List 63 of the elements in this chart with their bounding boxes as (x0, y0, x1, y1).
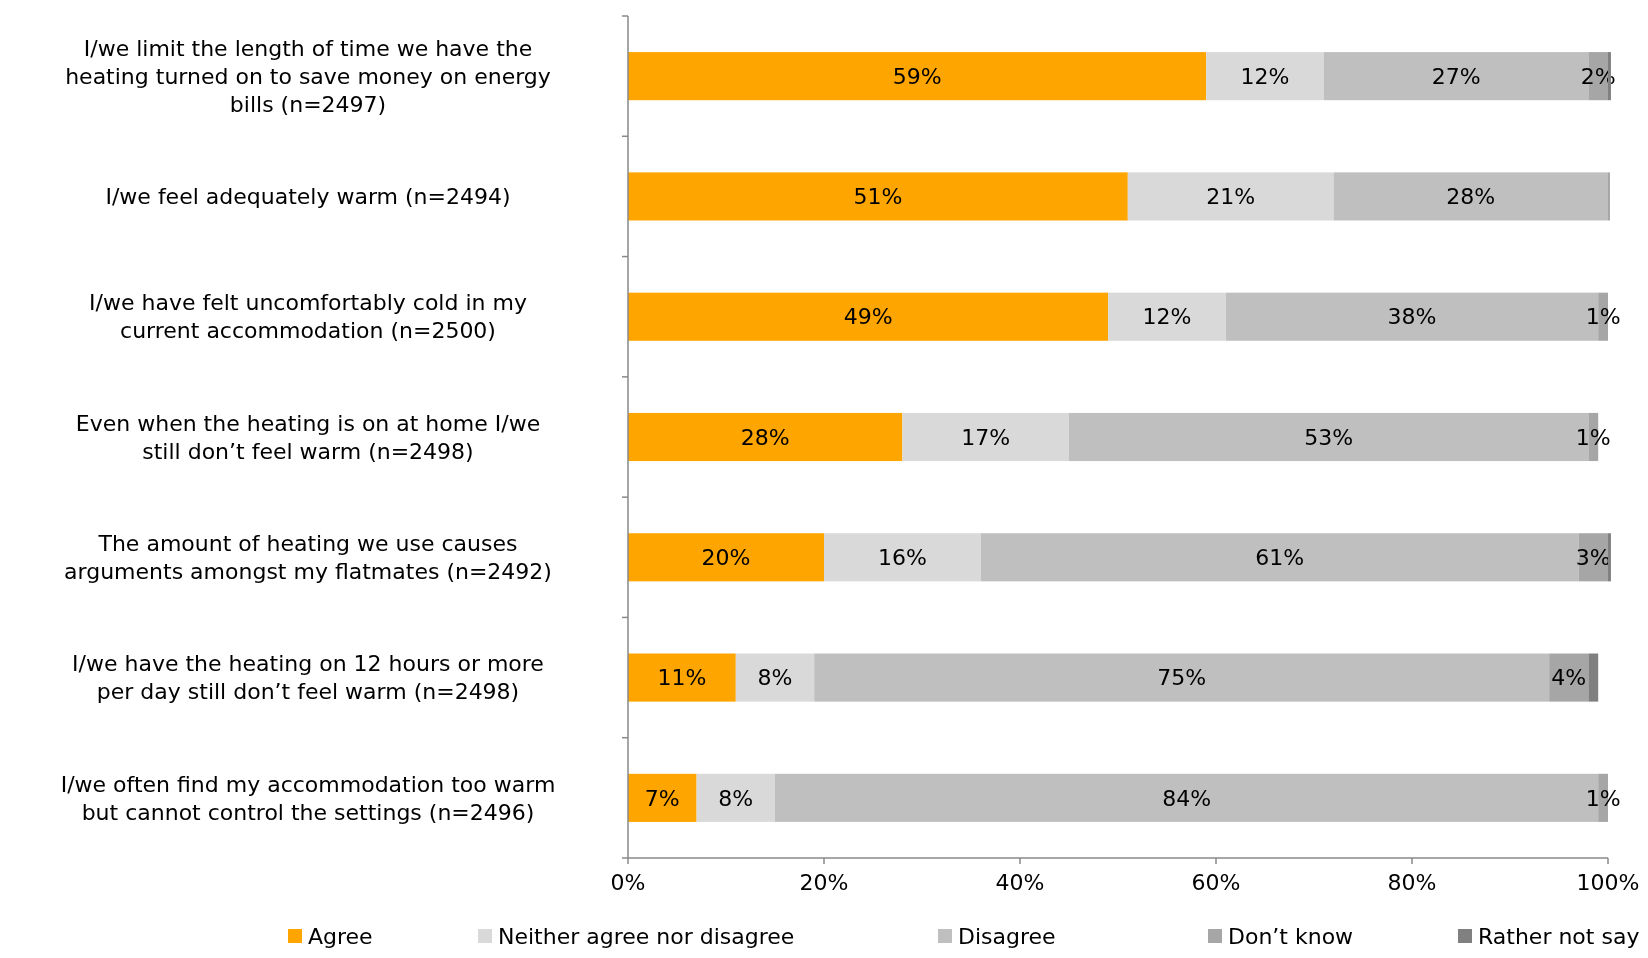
data-label: 1% (1585, 785, 1621, 811)
data-label: 8% (718, 785, 754, 811)
data-label: 12% (1240, 63, 1290, 89)
data-label: 59% (892, 63, 942, 89)
bar (902, 412, 1069, 462)
legend-label: Disagree (958, 923, 1056, 949)
y-tick-label: The amount of heating we use causes arguments amongst my flatmates (n=2492) (64, 530, 552, 584)
data-label: 49% (843, 304, 893, 330)
y-tick-label: I/we have felt uncomfortably cold in my current accommodation (n=2500) (89, 290, 527, 344)
data-label: 20% (701, 544, 751, 570)
data-label: 75% (1157, 665, 1207, 691)
bar (628, 773, 697, 822)
x-tick-label: 80% (1387, 870, 1437, 895)
bar (628, 412, 903, 462)
data-label: 53% (1304, 424, 1354, 450)
x-tick-label: 0% (610, 870, 646, 895)
data-label: 84% (1162, 785, 1212, 811)
y-tick-label: I/we limit the length of time we have the heating turned on to save money on energy bills (n=2497) (65, 35, 551, 117)
bar (696, 773, 775, 822)
data-label: 28% (1446, 184, 1496, 210)
x-tick-label: 20% (799, 870, 849, 895)
bar (1206, 52, 1324, 101)
data-label: 27% (1431, 63, 1481, 89)
bar (824, 533, 981, 582)
x-tick-label: 100% (1576, 870, 1640, 895)
data-label: 1% (1575, 424, 1611, 450)
y-tick-label: I/we often find my accommodation too warm but cannot control the settings (n=2496) (60, 771, 556, 825)
legend-label: Rather not say (1478, 923, 1640, 949)
legend-label: Agree (308, 923, 373, 949)
bar (628, 533, 824, 582)
data-label: 1% (1585, 304, 1621, 330)
bar (628, 172, 1128, 221)
bar (1333, 172, 1608, 221)
x-tick-label: 60% (1191, 870, 1241, 895)
bar (1108, 292, 1226, 341)
data-label: 28% (740, 424, 790, 450)
y-tick-label: I/we feel adequately warm (n=2494) (105, 184, 511, 210)
data-label: 3% (1575, 544, 1611, 570)
x-tick-label: 40% (995, 870, 1045, 895)
legend-label: Don’t know (1228, 923, 1354, 949)
data-label: 12% (1142, 304, 1192, 330)
bar (628, 292, 1109, 341)
y-tick-label: I/we have the heating on 12 hours or more per day still don’t feel warm (n=2498) (72, 651, 544, 705)
bar (628, 653, 736, 702)
data-label: 8% (757, 665, 793, 691)
data-label: 7% (644, 785, 680, 811)
data-label: 61% (1255, 544, 1305, 570)
data-label: 38% (1387, 304, 1437, 330)
data-label: 51% (853, 184, 903, 210)
legend-label: Neither agree nor disagree (498, 923, 795, 949)
bar (980, 533, 1579, 582)
data-label: 4% (1551, 665, 1587, 691)
data-label: 17% (961, 424, 1011, 450)
y-tick-label: Even when the heating is on at home I/we still don’t feel warm (n=2498) (75, 410, 541, 464)
bar (1588, 653, 1599, 702)
data-label: 21% (1206, 184, 1256, 210)
bar (628, 52, 1207, 101)
bar (1608, 533, 1611, 582)
bar (735, 653, 815, 702)
bar (1127, 172, 1334, 221)
bar (814, 653, 1550, 702)
data-label: 16% (877, 544, 927, 570)
data-label: 11% (657, 665, 707, 691)
